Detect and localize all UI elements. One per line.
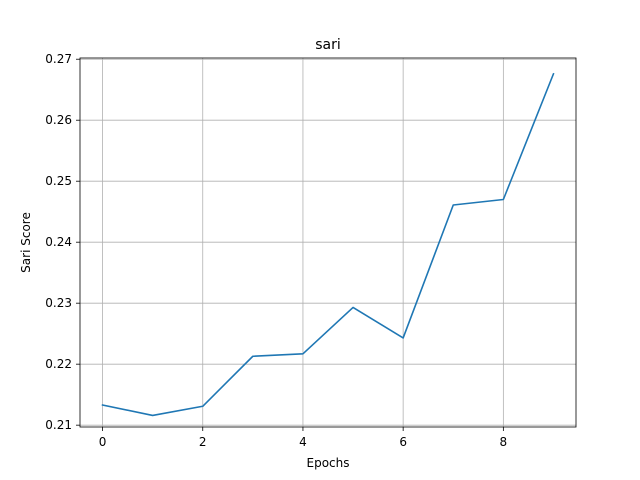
y-tick-label: 0.21 bbox=[45, 418, 72, 432]
data-point bbox=[200, 404, 205, 409]
x-axis-label: Epochs bbox=[307, 456, 350, 470]
y-tick-label: 0.25 bbox=[45, 174, 72, 188]
y-tick-label: 0.27 bbox=[45, 52, 72, 66]
data-point bbox=[401, 335, 406, 340]
data-point bbox=[451, 202, 456, 207]
chart-title: sari bbox=[315, 37, 341, 53]
data-point bbox=[300, 351, 305, 356]
series-layer bbox=[100, 71, 556, 418]
data-point bbox=[100, 403, 105, 408]
y-axis-label: Sari Score bbox=[19, 212, 33, 273]
y-tick-label: 0.26 bbox=[45, 113, 72, 127]
y-tick-label: 0.22 bbox=[45, 357, 72, 371]
x-tick-label: 8 bbox=[500, 435, 508, 449]
y-tick-label: 0.24 bbox=[45, 235, 72, 249]
series-line bbox=[101, 72, 555, 417]
grid-lines bbox=[80, 58, 576, 427]
data-point bbox=[150, 413, 155, 418]
axis-layer: 0 2 4 6 8 0.21 0.22 0.23 0.24 0.25 0.26 0.27 bbox=[45, 52, 507, 449]
y-tick-label: 0.23 bbox=[45, 296, 72, 310]
data-point bbox=[501, 197, 506, 202]
x-tick-label: 4 bbox=[299, 435, 307, 449]
data-point bbox=[351, 305, 356, 310]
x-tick-label: 0 bbox=[99, 435, 107, 449]
x-tick-label: 2 bbox=[199, 435, 207, 449]
data-point bbox=[250, 354, 255, 359]
x-tick-label: 6 bbox=[399, 435, 407, 449]
data-point bbox=[551, 71, 556, 76]
